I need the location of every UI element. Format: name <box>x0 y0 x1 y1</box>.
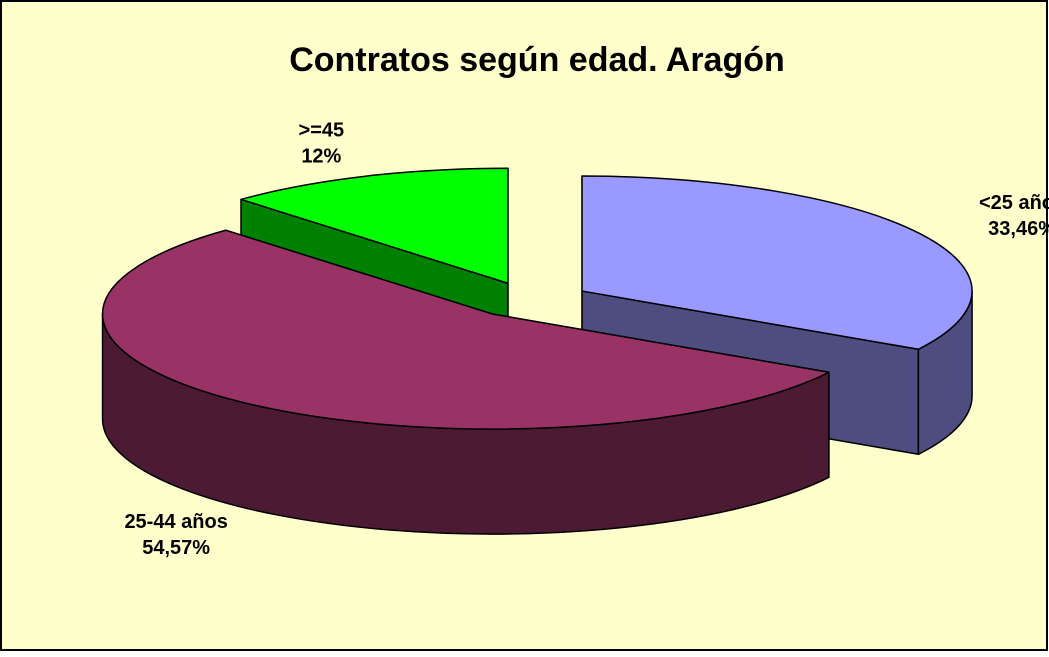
data-label-name: 25-44 años <box>124 511 227 533</box>
data-label-value: 12% <box>301 146 341 168</box>
data-label-value: 54,57% <box>142 537 210 559</box>
data-label-value: 33,46% <box>988 218 1049 240</box>
chart-title: Contratos según edad. Aragón <box>289 41 785 79</box>
data-label-name: >=45 <box>299 120 345 142</box>
slice-top <box>240 167 509 285</box>
slice-top <box>581 175 973 351</box>
data-label-name: <25 años <box>979 192 1049 214</box>
slice-top <box>101 229 830 430</box>
